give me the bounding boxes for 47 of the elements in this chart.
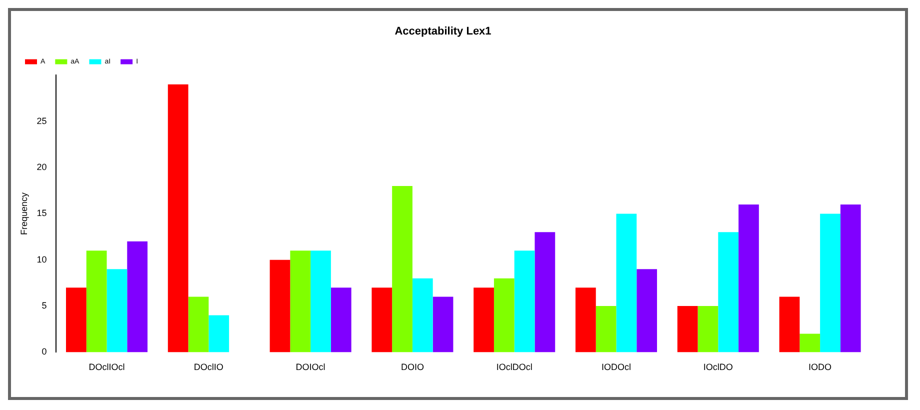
bar bbox=[330, 288, 352, 352]
bar bbox=[494, 278, 514, 352]
bar bbox=[800, 334, 820, 352]
bar bbox=[310, 250, 331, 352]
x-tick-label: IOclDOcl bbox=[496, 362, 532, 372]
bar bbox=[738, 204, 759, 352]
bar bbox=[270, 260, 290, 352]
bar bbox=[392, 186, 412, 352]
x-tick-label: DOclIO bbox=[194, 362, 224, 372]
bar bbox=[86, 250, 107, 352]
x-tick-label: IODO bbox=[808, 362, 832, 372]
bar bbox=[412, 278, 433, 352]
y-tick-label: 5 bbox=[42, 300, 47, 311]
bar bbox=[127, 241, 148, 352]
x-tick-label: DOIOcl bbox=[296, 362, 326, 372]
bar bbox=[514, 250, 535, 352]
bar bbox=[779, 296, 800, 352]
bar bbox=[208, 315, 230, 352]
bar bbox=[616, 214, 637, 352]
bar bbox=[718, 232, 739, 352]
bar bbox=[168, 84, 188, 352]
y-tick-label: 25 bbox=[36, 116, 47, 126]
bar bbox=[66, 288, 86, 352]
x-tick-label: DOIO bbox=[400, 362, 424, 372]
y-tick-label: 0 bbox=[42, 346, 47, 357]
y-tick-label: 15 bbox=[36, 208, 47, 218]
bar bbox=[636, 269, 658, 352]
bar bbox=[106, 269, 128, 352]
bar bbox=[188, 296, 209, 352]
x-tick-label: DOclIOcl bbox=[88, 362, 125, 372]
bar bbox=[432, 296, 454, 352]
bar bbox=[575, 288, 596, 352]
chart-title: Acceptability Lex1 bbox=[394, 26, 492, 38]
bar bbox=[534, 232, 556, 352]
bar bbox=[840, 204, 861, 352]
bar bbox=[820, 214, 840, 352]
bar bbox=[596, 306, 616, 352]
bar bbox=[290, 250, 311, 352]
y-tick-label: 20 bbox=[36, 162, 47, 172]
bar bbox=[677, 306, 698, 352]
x-tick-label: IOclDO bbox=[703, 362, 733, 372]
x-tick-label: IODOcl bbox=[601, 362, 632, 372]
y-tick-label: 10 bbox=[36, 254, 47, 264]
bar bbox=[372, 288, 392, 352]
bar bbox=[698, 306, 718, 352]
bar bbox=[474, 288, 494, 352]
y-axis-title: Frequency bbox=[18, 192, 29, 235]
